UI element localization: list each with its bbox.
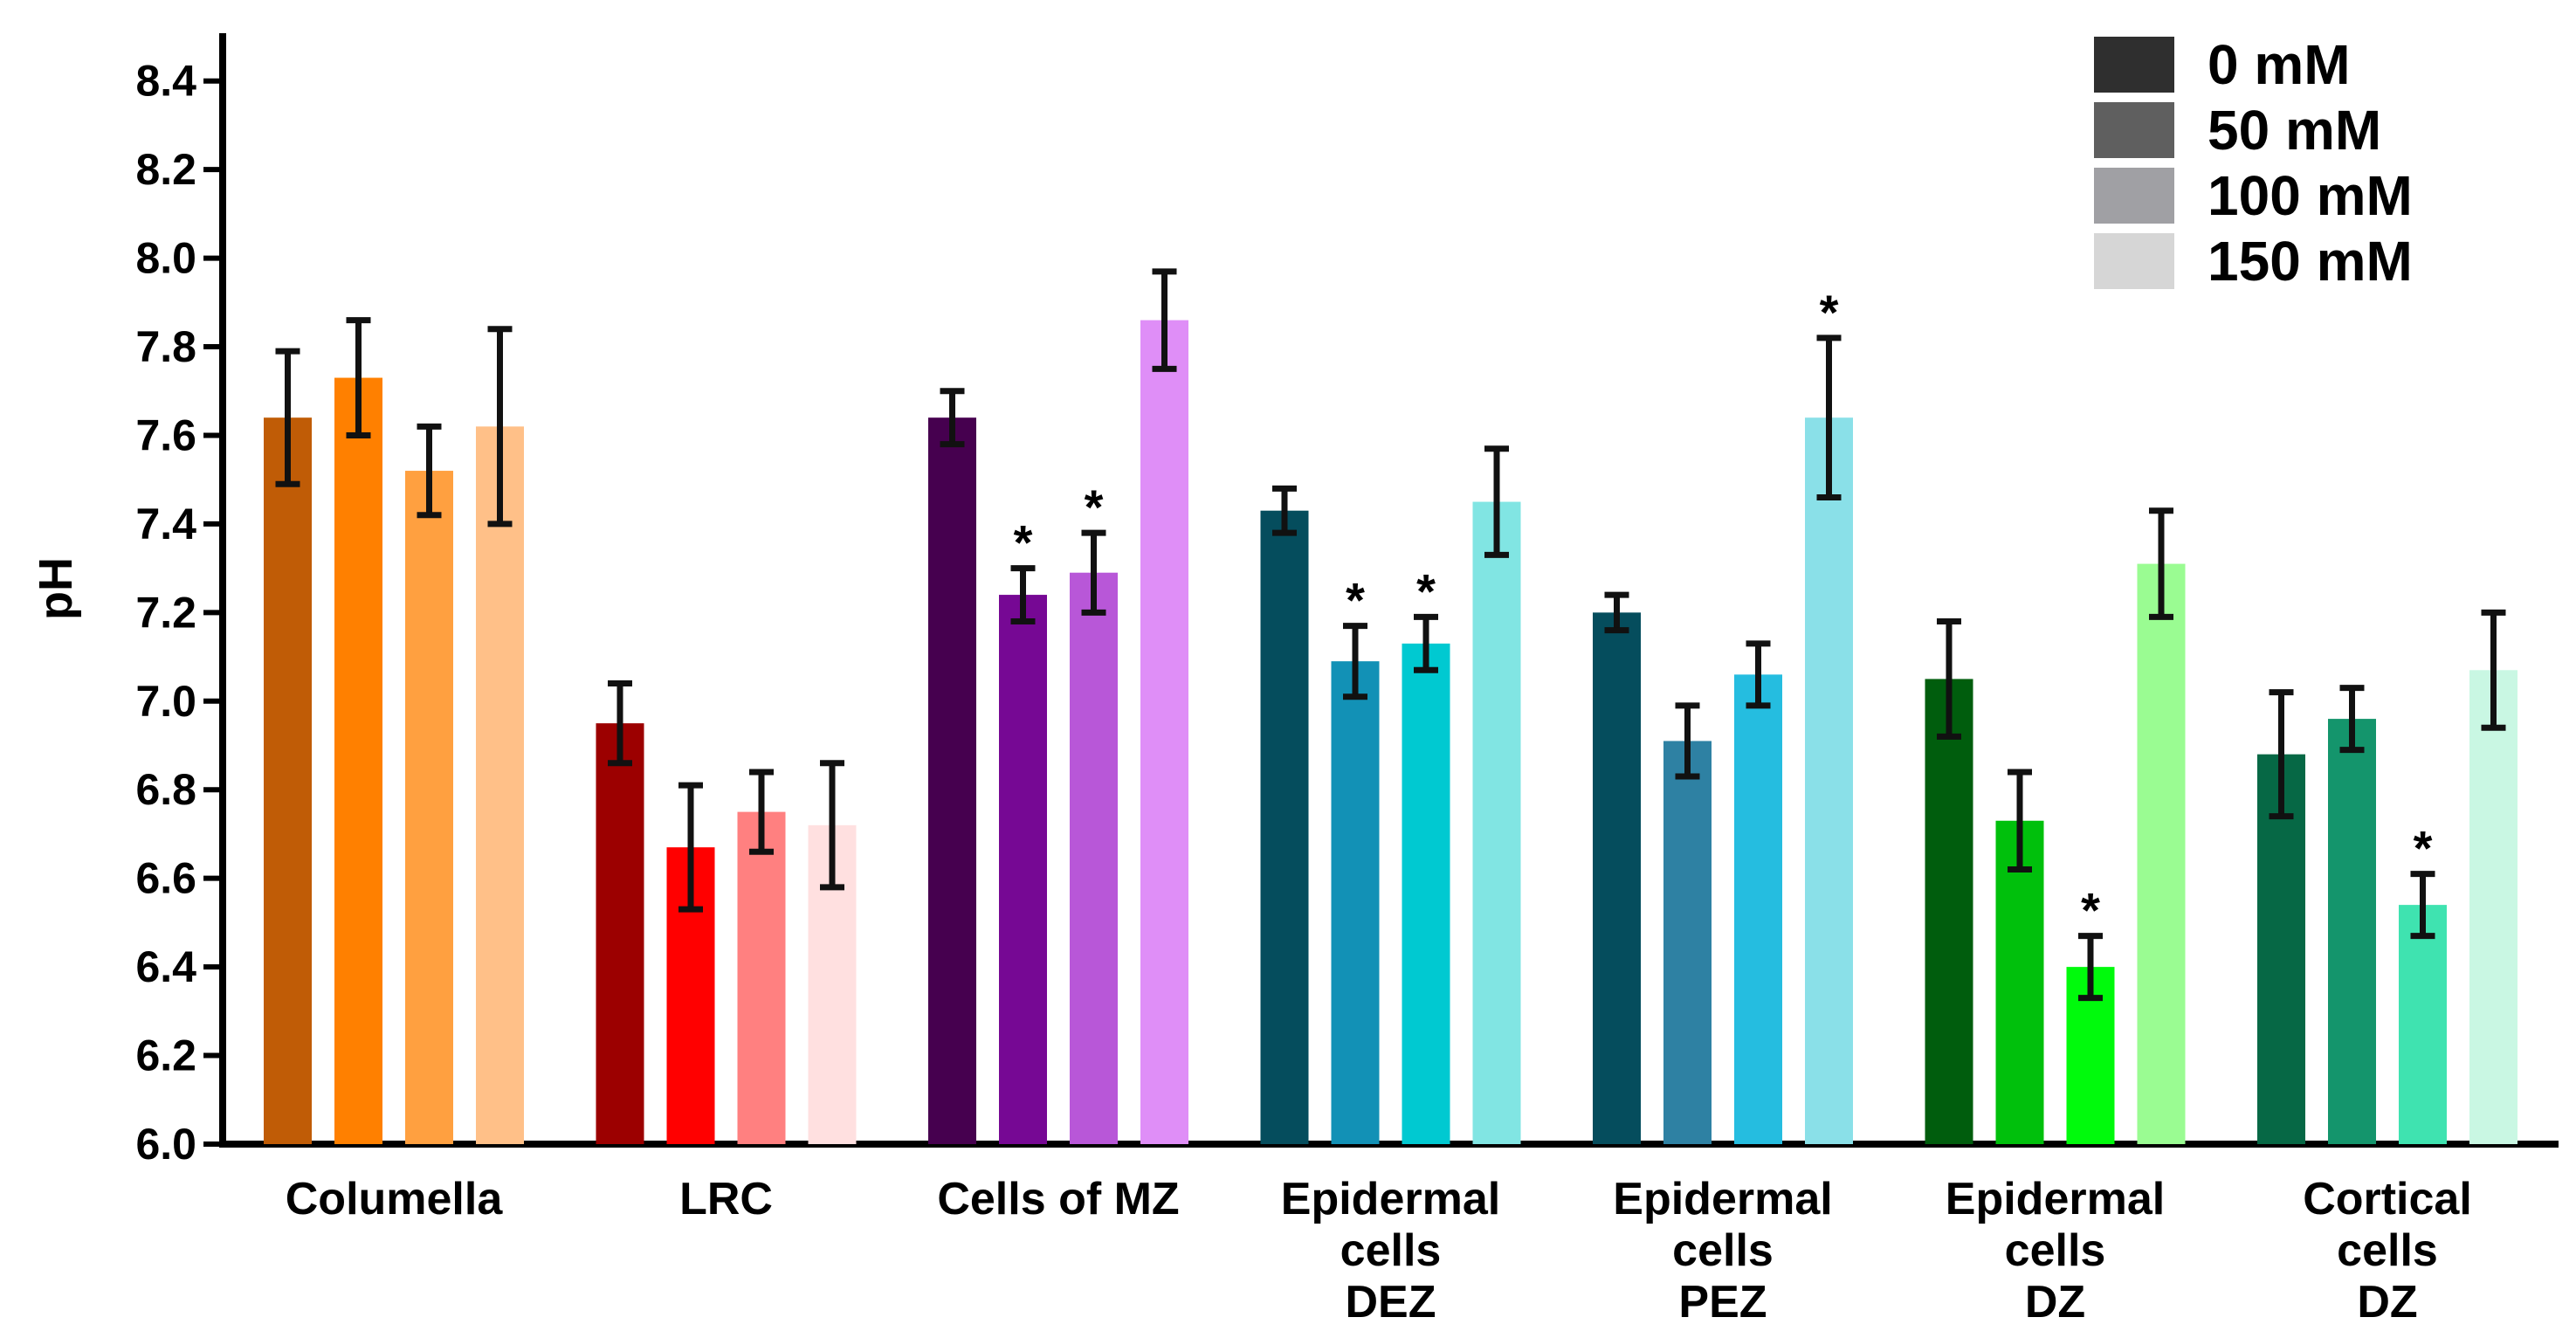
category-label: DZ [2357,1277,2417,1328]
y-tick-label: 7.8 [135,322,196,371]
category-label: Epidermal [1281,1174,1500,1224]
y-tick-label: 6.0 [135,1120,196,1169]
legend-swatch [2094,168,2174,224]
bar [1663,741,1712,1144]
category-label: cells [2337,1225,2438,1276]
category-label: Epidermal [1946,1174,2165,1224]
significance-asterisk: * [1085,479,1104,535]
bar [405,471,453,1144]
legend-label: 100 mM [2208,164,2413,227]
category-label: Cells of MZ [937,1174,1179,1224]
significance-asterisk: * [1820,285,1839,340]
bar [264,417,312,1144]
bar [476,426,524,1144]
bar [737,811,786,1144]
bars [264,320,2517,1144]
y-tick-label: 8.0 [135,234,196,283]
y-tick-label: 6.8 [135,765,196,814]
bar [2328,719,2376,1144]
legend-label: 50 mM [2208,99,2381,162]
bar [1472,501,1521,1144]
labels: Columella LRC**Cells of MZ* *Epidermalcell… [286,285,2472,1328]
category-label: LRC [679,1174,773,1224]
bar [2137,563,2186,1144]
bar [1402,643,1450,1144]
y-tick-label: 6.2 [135,1031,196,1080]
significance-asterisk: * [2081,883,2100,938]
category-label: cells [2005,1225,2106,1276]
y-axis-title: pH [30,557,82,620]
y-tick-label: 6.6 [135,854,196,903]
bar [1140,320,1188,1144]
bar [1593,612,1641,1144]
category-label: cells [1672,1225,1774,1276]
bar [2399,905,2447,1144]
bar [1925,679,1973,1144]
significance-asterisk: * [1014,515,1033,570]
significance-asterisk: * [1346,573,1365,628]
category-label: Columella [286,1174,504,1224]
bar [596,723,644,1144]
bar [999,595,1047,1144]
category-label: DZ [2025,1277,2085,1328]
y-tick-label: 6.4 [135,942,196,991]
y-tick-label: 7.0 [135,677,196,726]
bar [1070,572,1118,1144]
category-label: Cortical [2303,1174,2472,1224]
legend-swatch [2094,233,2174,289]
error-bars [275,268,2506,1002]
category-label: Epidermal [1613,1174,1832,1224]
bar [1995,820,2044,1144]
y-tick-label: 7.2 [135,588,196,637]
category-label: DEZ [1346,1277,1436,1328]
y-tick-label: 8.4 [135,57,196,106]
bar [1734,674,1782,1144]
bar [334,377,382,1144]
legend-swatch [2094,102,2174,158]
legend-label: 150 mM [2208,230,2413,293]
y-tick-label: 8.2 [135,145,196,194]
y-tick-label: 7.6 [135,410,196,459]
category-label: PEZ [1678,1277,1767,1328]
bar [1260,510,1309,1144]
legend-label: 0 mM [2208,33,2351,96]
significance-asterisk: * [1416,563,1436,618]
bar [2469,670,2517,1144]
legend-swatch [2094,37,2174,93]
y-tick-label: 7.4 [135,500,196,548]
bar [1331,661,1380,1144]
significance-asterisk: * [2414,821,2433,876]
bar [1805,417,1853,1144]
category-label: cells [1340,1225,1442,1276]
bar [928,417,976,1144]
